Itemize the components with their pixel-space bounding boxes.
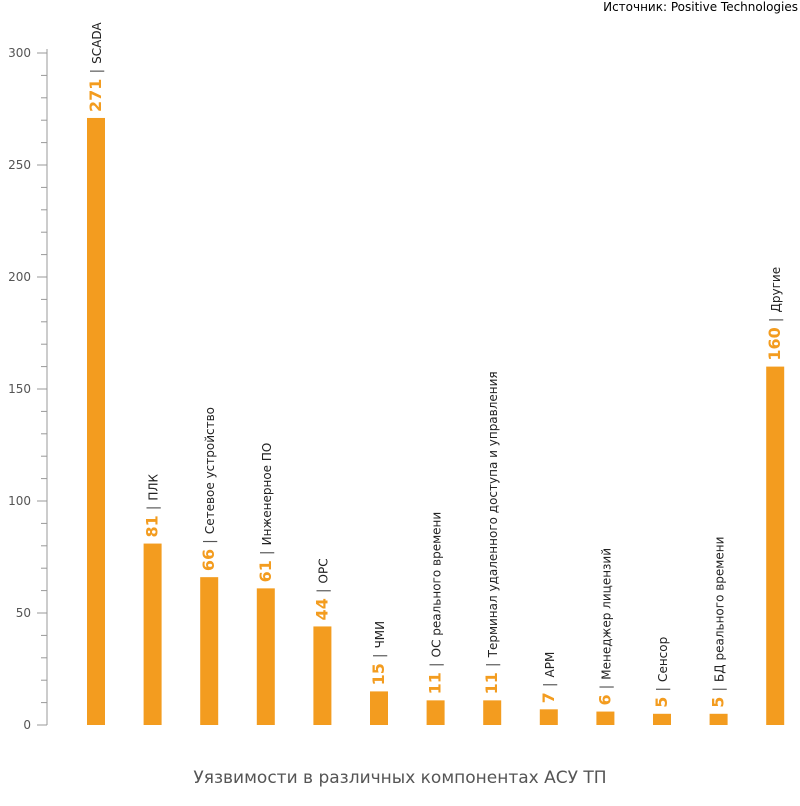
y-tick-label: 0: [23, 718, 31, 732]
bar-label: 5 | БД реального времени: [709, 537, 728, 708]
bar-label: 81 | ПЛК: [143, 474, 162, 538]
value-label: 160: [765, 327, 784, 360]
bar-label: 5 | Сенсор: [652, 637, 671, 708]
bar: [653, 713, 671, 725]
y-tick-label: 250: [8, 158, 31, 172]
bar-label-group: 61 | Инженерное ПО: [256, 443, 275, 583]
y-tick-label: 150: [8, 382, 31, 396]
separator: |: [372, 653, 388, 658]
category-label: Другие: [769, 267, 783, 313]
bar: [313, 626, 332, 725]
category-label: ПЛК: [147, 474, 161, 501]
bar-label-group: 271 | SCADA: [86, 22, 105, 112]
bar-label: 15 | ЧМИ: [369, 621, 388, 686]
bar-label: 160 | Другие: [765, 267, 784, 361]
value-label: 6: [595, 694, 614, 705]
bar-label: 66 | Сетевое устройство: [199, 407, 218, 571]
bar-label: 44 | OPC: [312, 558, 331, 620]
bar-labels: 271 | SCADA 81 | ПЛК 66 | Сетевое устройство 61 | И…: [86, 22, 784, 708]
separator: |: [315, 588, 331, 593]
value-label: 44: [312, 598, 331, 620]
bar-label-group: 15 | ЧМИ: [369, 621, 388, 686]
category-label: БД реального времени: [713, 537, 727, 682]
bar-label: 11 | ОС реального времени: [426, 512, 445, 695]
bar-label: 271 | SCADA: [86, 22, 105, 112]
value-label: 15: [369, 663, 388, 685]
value-label: 271: [86, 79, 105, 112]
separator: |: [259, 550, 275, 555]
bar-label: 11 | Терминал удаленного доступа и управле…: [482, 371, 501, 694]
y-tick-label: 100: [8, 494, 31, 508]
y-tick-label: 50: [16, 606, 31, 620]
category-label: Сенсор: [656, 637, 670, 682]
bar: [766, 366, 785, 725]
bar-label-group: 6 | Менеджер лицензий: [595, 548, 614, 706]
value-label: 66: [199, 549, 218, 571]
y-tick-label: 200: [8, 270, 31, 284]
bar-label-group: 11 | ОС реального времени: [426, 512, 445, 695]
bar-label: 61 | Инженерное ПО: [256, 443, 275, 583]
category-label: АРМ: [543, 652, 557, 678]
category-label: SCADA: [90, 22, 104, 64]
value-label: 11: [426, 672, 445, 694]
bar: [87, 117, 105, 725]
category-label: ЧМИ: [373, 621, 387, 649]
bar: [709, 713, 728, 725]
y-axis: 0 50 100 150 200 250 300: [8, 46, 48, 732]
value-label: 5: [652, 697, 671, 708]
bar: [370, 691, 388, 725]
value-label: 5: [709, 697, 728, 708]
separator: |: [202, 539, 218, 544]
bar: [539, 709, 558, 725]
value-label: 11: [482, 672, 501, 694]
source-note: Источник: Positive Technologies: [603, 0, 798, 14]
value-label: 61: [256, 560, 275, 582]
category-label: Терминал удаленного доступа и управления: [486, 371, 500, 658]
bar: [596, 711, 615, 725]
separator: |: [429, 662, 445, 667]
separator: |: [146, 506, 162, 511]
chart-caption: Уязвимости в различных компонентах АСУ Т…: [193, 768, 607, 788]
bar-label-group: 5 | БД реального времени: [709, 537, 728, 708]
bar-label-group: 160 | Другие: [765, 267, 784, 361]
bars: [87, 117, 785, 725]
separator: |: [712, 687, 728, 692]
bar-label-group: 5 | Сенсор: [652, 637, 671, 708]
category-label: Инженерное ПО: [260, 443, 274, 546]
bar-label-group: 44 | OPC: [312, 558, 331, 620]
bar: [426, 700, 445, 725]
category-label: Сетевое устройство: [203, 407, 217, 534]
bar: [200, 577, 219, 725]
separator: |: [89, 69, 105, 74]
bar: [256, 588, 275, 725]
bar-label: 6 | Менеджер лицензий: [595, 548, 614, 706]
separator: |: [542, 682, 558, 687]
category-label: Менеджер лицензий: [599, 548, 613, 680]
separator: |: [485, 662, 501, 667]
y-tick-label: 300: [8, 46, 31, 60]
bar-label: 7 | АРМ: [539, 652, 558, 704]
separator: |: [768, 317, 784, 322]
bar-label-group: 81 | ПЛК: [143, 474, 162, 538]
bar: [143, 543, 162, 725]
value-label: 81: [143, 515, 162, 537]
bar: [483, 700, 502, 725]
bar-label-group: 66 | Сетевое устройство: [199, 407, 218, 571]
separator: |: [655, 687, 671, 692]
category-label: OPC: [316, 558, 330, 583]
category-label: ОС реального времени: [430, 512, 444, 658]
separator: |: [598, 685, 614, 690]
value-label: 7: [539, 692, 558, 703]
bar-label-group: 7 | АРМ: [539, 652, 558, 704]
bar-label-group: 11 | Терминал удаленного доступа и управле…: [482, 371, 501, 694]
